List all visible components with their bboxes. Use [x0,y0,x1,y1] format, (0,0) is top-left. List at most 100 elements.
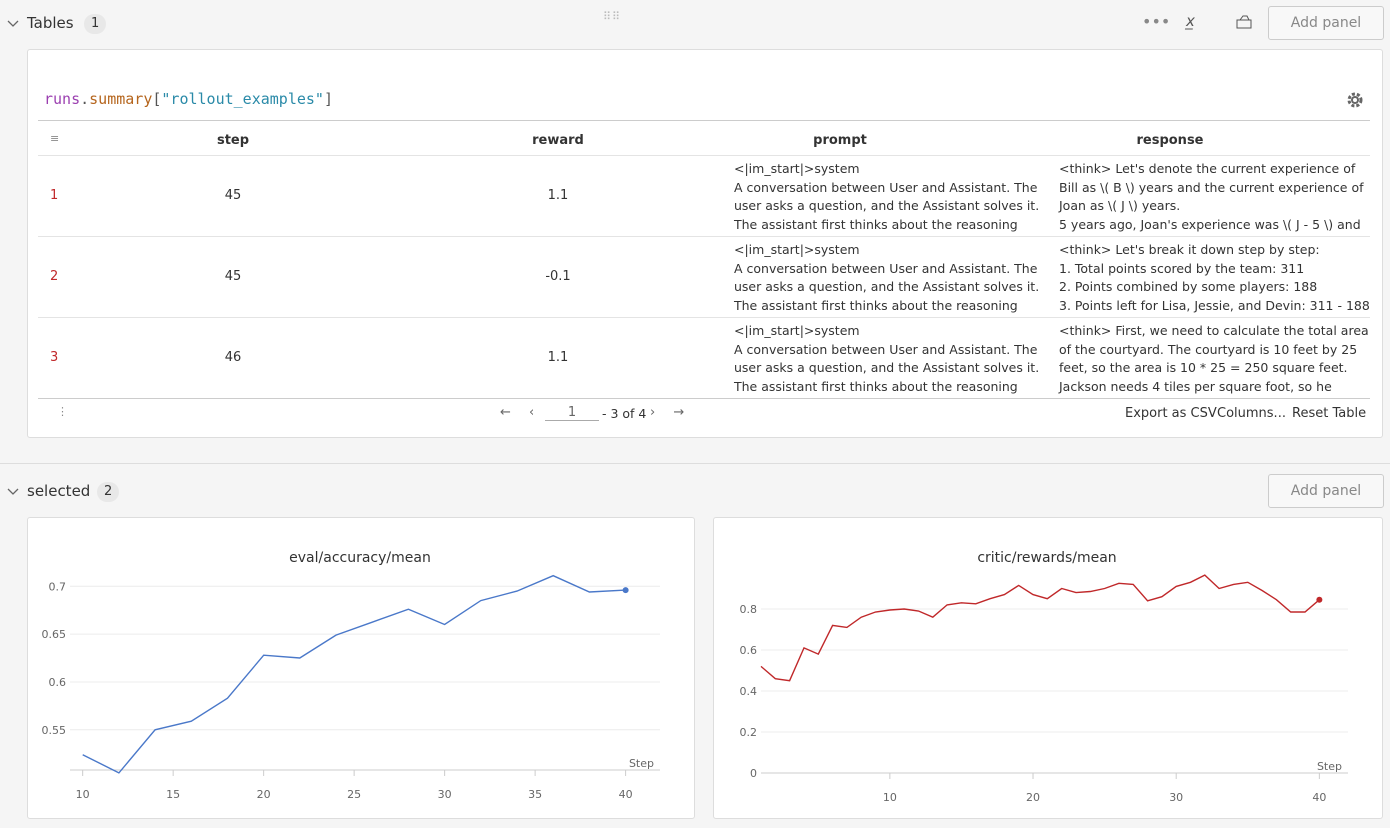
cell-step: 45 [224,269,242,284]
section-title[interactable]: selected [27,482,91,500]
cell-response-line: Jackson needs 4 tiles per square foot, s… [1059,378,1332,394]
column-header[interactable]: response [1136,133,1204,148]
data-line [760,574,1320,682]
cell-prompt-line: user asks a question, and the Assistant … [734,279,1040,294]
cell-prompt-line: A conversation between User and Assistan… [734,341,1038,357]
cell-prompt-line: <|im_start|>system [734,242,860,257]
y-tick-label: 0.8 [740,603,758,616]
cell-response-line: 3. Points left for Lisa, Jessie, and Dev… [1059,297,1370,313]
cell-response-line: 2. Points combined by some players: 188 [1059,279,1318,294]
x-tick-label: 15 [166,788,180,801]
x-tick-label: 25 [347,788,361,801]
chart-panel [27,517,695,819]
section-count: 1 [84,14,107,34]
x-tick-label: 40 [619,788,633,801]
cell-prompt-line: user asks a question, and the Assistant … [734,360,1040,375]
x-tick-label: 35 [528,788,542,801]
row-rule [38,155,1370,156]
y-tick-label: 0 [750,767,757,780]
cell-prompt-line: The assistant first thinks about the rea… [734,297,1018,313]
y-tick-label: 0.7 [49,580,67,593]
y-tick-label: 0.6 [49,676,67,689]
panel-icon[interactable] [1235,14,1253,30]
data-line [82,574,626,774]
x-axis-label: Step [1317,760,1342,773]
x-tick-label: 30 [438,788,452,801]
cell-prompt-line: <|im_start|>system [734,323,860,338]
cell-response-line: <think> Let's denote the current experie… [1059,161,1356,176]
query-part: . [80,90,90,108]
divider [0,463,1390,464]
query-part: runs [44,90,81,108]
x-tick-label: 20 [1026,791,1040,804]
x-axis-icon[interactable]: x̲ [1186,12,1195,30]
x-tick-label: 10 [76,788,90,801]
x-tick-label: 30 [1169,791,1183,804]
cell-response-line: <think> First, we need to calculate the … [1059,323,1369,338]
section-count: 2 [97,482,120,502]
cell-step: 45 [224,188,242,203]
table-panel [27,49,1383,438]
page-range: - 3 of 4 [602,406,647,421]
column-header[interactable]: reward [532,133,584,148]
end-point [622,587,629,594]
query-part: "rollout_examples" [161,90,324,108]
table-action[interactable]: Columns... [1217,406,1286,421]
column-header[interactable]: prompt [813,133,867,148]
cell-response-line: 1. Total points scored by the team: 311 [1059,260,1305,276]
cell-response-line: Joan as \( J \) years. [1059,198,1181,213]
settings-icon[interactable] [1345,90,1365,110]
drag-handle[interactable]: ⠿⠿ [603,10,622,23]
x-tick-label: 40 [1312,791,1326,804]
collapse-icon[interactable] [6,486,20,498]
cell-reward: 1.1 [547,188,569,203]
y-tick-label: 0.6 [740,644,758,657]
more-icon[interactable]: ••• [1142,12,1171,31]
add-panel-button[interactable]: Add panel [1268,474,1384,508]
cell-prompt-line: A conversation between User and Assistan… [734,260,1038,276]
row-index[interactable]: 3 [50,350,59,365]
column-icon[interactable]: ⋮ [57,405,68,418]
cell-response-line: 5 years ago, Joan's experience was \( J … [1059,216,1361,232]
cell-step: 46 [224,350,242,365]
cell-prompt-line: The assistant first thinks about the rea… [734,216,1018,232]
row-rule [38,236,1370,237]
section-title[interactable]: Tables [27,14,74,32]
row-index[interactable]: 1 [50,188,59,203]
chart-title: critic/rewards/mean [977,550,1116,566]
column-header[interactable]: step [216,133,250,148]
add-panel-button[interactable]: Add panel [1268,6,1384,40]
row-rule [38,398,1370,399]
chart-panel [713,517,1383,819]
cell-prompt-line: user asks a question, and the Assistant … [734,198,1040,213]
y-tick-label: 0.4 [740,685,758,698]
y-tick-label: 0.2 [740,726,758,739]
page-nav[interactable]: › → [650,405,685,420]
cell-response-line: feet, so the area is 10 * 25 = 250 squar… [1059,360,1348,375]
x-tick-label: 10 [883,791,897,804]
cell-reward: -0.1 [545,269,571,284]
y-tick-label: 0.55 [42,724,67,737]
row-rule [38,317,1370,318]
cell-prompt-line: The assistant first thinks about the rea… [734,378,1018,394]
table-action[interactable]: Export as CSV [1125,406,1217,421]
query-part: summary [89,90,153,108]
row-index[interactable]: 2 [50,269,59,284]
table-action[interactable]: Reset Table [1292,406,1367,421]
end-point [1316,596,1323,603]
x-tick-label: 20 [257,788,271,801]
collapse-icon[interactable] [6,18,20,30]
filter-icon[interactable]: ≡ [50,132,60,145]
cell-prompt-line: A conversation between User and Assistan… [734,179,1038,195]
query-part: ] [323,90,333,108]
page-nav[interactable]: ← ‹ [500,405,535,420]
table-rule [38,120,1370,121]
cell-prompt-line: <|im_start|>system [734,161,860,176]
cell-response-line: Bill as \( B \) years and the current ex… [1059,179,1364,195]
chart-title: eval/accuracy/mean [289,550,431,566]
y-tick-label: 0.65 [42,628,67,641]
query: runs.summary["rollout_examples"] [44,90,333,108]
page-input[interactable]: 1 [545,405,599,421]
